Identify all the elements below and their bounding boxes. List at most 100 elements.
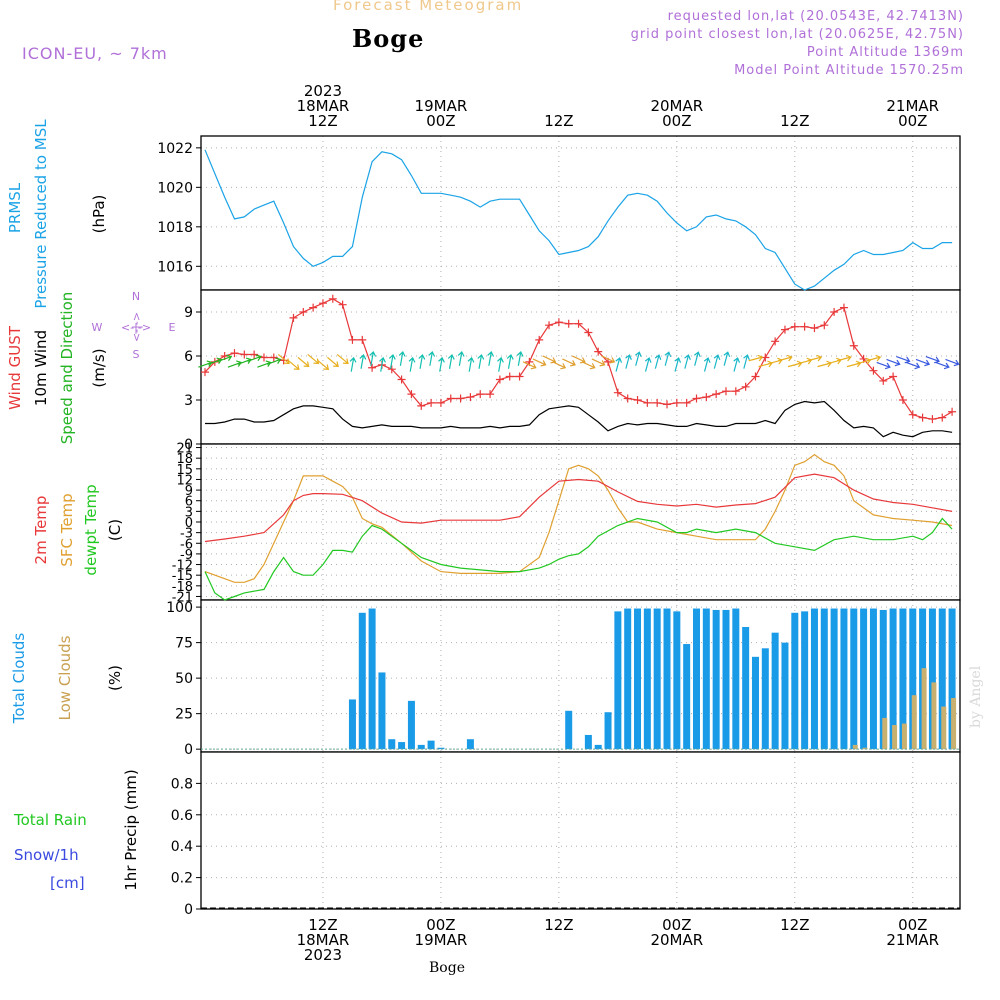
top-time-label: 00Z [662, 112, 691, 130]
gust-marker [810, 324, 819, 333]
temp-ytick-label: 15 [176, 463, 193, 478]
total-cloud-bar [732, 608, 740, 750]
temp-ytick-label: 6 [185, 495, 193, 510]
wind-background [201, 290, 960, 444]
total-cloud-bar [928, 608, 936, 750]
wind-label-direction: Speed and Direction [58, 292, 76, 445]
temp-label-sfc: SFC Temp [58, 493, 76, 566]
gust-marker [928, 415, 937, 424]
wind-arrow-shape [743, 354, 750, 369]
total-cloud-bar [751, 656, 759, 750]
wind-arrow-shape [713, 354, 721, 369]
wind-ytick-label: 6 [184, 349, 193, 365]
wind-direction-arrow [591, 358, 606, 367]
total-cloud-bar [594, 744, 602, 750]
wind-arrow-shape [317, 359, 330, 370]
gust-marker [643, 398, 652, 407]
low-cloud-bar [941, 706, 947, 750]
total-cloud-bar [712, 609, 720, 750]
temp-background [201, 444, 960, 600]
clouds-label-total: Total Clouds [10, 633, 28, 725]
wind-direction-arrow [359, 353, 367, 369]
wind-arrow-shape [516, 351, 524, 366]
precip-panel: 0 0.2 0.4 0.6 0.8 [171, 751, 961, 918]
top-time-label: 00Z [898, 112, 927, 130]
wind-arrow-shape [227, 360, 243, 368]
station-title: Boge [352, 24, 425, 53]
wind-arrow-shape [237, 357, 252, 365]
wind-ytick-label: 9 [184, 305, 193, 321]
total-cloud-bar [368, 608, 376, 750]
gust-marker [623, 394, 632, 403]
gust-marker [269, 353, 278, 362]
low-cloud-bar [921, 668, 927, 750]
gust-marker [554, 318, 563, 327]
total-cloud-bar [437, 747, 445, 750]
wind-ytick-label: 0 [184, 437, 193, 453]
wind-direction-arrow [388, 353, 396, 369]
gust-marker [948, 407, 957, 416]
gust-marker [387, 365, 396, 374]
wind-label-10m: 10m Wind [32, 330, 50, 406]
top-time-label: 00Z [426, 112, 455, 130]
compass-arrow-vertical: <-|-> [130, 312, 143, 342]
bottom-time-label: 12Z [308, 916, 337, 934]
precip-legend-snow: Snow/1h [14, 846, 79, 864]
total-cloud-bar [820, 608, 828, 750]
wind-direction-arrow [562, 358, 576, 367]
temp-ytick-label: -3 [180, 527, 193, 542]
total-cloud-bar [801, 611, 809, 750]
wind-arrow-shape [457, 351, 465, 366]
wind-direction-arrow [257, 360, 272, 368]
wind-arrow-shape [694, 351, 701, 366]
wind-direction-arrow [644, 357, 652, 372]
gust-marker [889, 372, 898, 381]
bottom-time-label: 00Z [426, 916, 455, 934]
wind-direction-arrow [945, 358, 960, 367]
wind-arrow-shape [477, 353, 485, 369]
wind-direction-arrow [807, 354, 823, 362]
total-cloud-bar [722, 609, 730, 750]
wind-direction-arrow [447, 353, 455, 369]
wind-panel: 0 3 6 9 [184, 289, 961, 453]
gust-marker [564, 319, 573, 328]
wind-arrow-shape [398, 351, 406, 366]
total-cloud-bar [702, 608, 710, 750]
wind-direction-arrow [379, 356, 386, 372]
gust-marker [289, 313, 298, 322]
clouds-ytick-label: 25 [175, 707, 193, 723]
gust-marker [702, 393, 711, 402]
wind-direction-arrow [915, 358, 931, 367]
gust-marker [309, 303, 318, 312]
compass-west: W [92, 321, 103, 334]
wind-ytick-label: 3 [184, 393, 193, 409]
precip-ytick-label: 0.8 [171, 776, 193, 792]
gust-marker [486, 390, 495, 399]
gust-marker [240, 350, 249, 359]
wind-direction-arrow [349, 356, 357, 372]
wind-arrow-shape [571, 355, 586, 364]
wind-direction-arrow [227, 360, 243, 368]
temp-ytick-label: 3 [185, 505, 193, 520]
wind-arrow-shape [297, 356, 310, 368]
wind-speed-line [205, 400, 953, 438]
wind-direction-arrow [477, 353, 485, 369]
gust-marker [594, 347, 603, 356]
bottom-time-label: 21MAR [886, 931, 939, 949]
wind-arrow-shape [428, 351, 436, 366]
wind-arrow-shape [418, 353, 426, 369]
pressure-ytick-label: 1022 [157, 141, 193, 157]
wind-direction-arrow [581, 361, 596, 370]
gust-marker [820, 321, 829, 330]
total-cloud-bar [388, 739, 396, 750]
wind-direction-arrow [552, 361, 567, 370]
wind-direction-arrow [866, 354, 882, 362]
temp-ytick-label: 18 [176, 452, 193, 467]
precip-ytick-label: 0.2 [171, 871, 193, 887]
wind-direction-arrow [684, 354, 691, 369]
wind-arrow-shape [915, 358, 931, 367]
gust-marker [417, 401, 426, 410]
wind-direction-arrow [703, 357, 711, 372]
product-title: Forecast Meteogram [333, 0, 524, 14]
